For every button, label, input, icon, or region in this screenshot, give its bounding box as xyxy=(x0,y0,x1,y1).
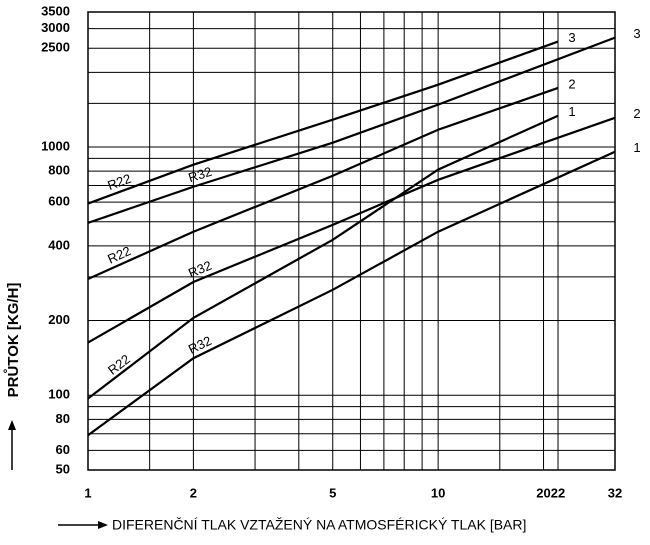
end-label: 2 xyxy=(568,76,575,91)
y-tick-label: 100 xyxy=(48,387,70,402)
y-axis-arrow xyxy=(8,420,16,470)
x-tick-label: 5 xyxy=(329,485,336,500)
curve xyxy=(87,114,559,400)
series-label: R32 xyxy=(186,333,214,357)
y-tick-label: 50 xyxy=(56,461,70,476)
series-label: R32 xyxy=(186,164,213,185)
series-label: R22 xyxy=(105,171,133,193)
plot-frame xyxy=(87,11,616,471)
x-tick-label: 10 xyxy=(431,485,445,500)
x-axis-label: DIFERENČNÍ TLAK VZTAŽENÝ NA ATMOSFÉRICKÝ… xyxy=(112,517,526,533)
series-label: R22 xyxy=(105,243,133,266)
x-tick-label: 1 xyxy=(84,485,91,500)
y-axis-label: PRŮTOK [KG/H] xyxy=(3,283,22,398)
end-label: 2 xyxy=(633,106,640,121)
y-tick-label: 3500 xyxy=(41,3,70,18)
end-label: 3 xyxy=(633,26,640,41)
x-axis-arrow xyxy=(58,521,108,529)
x-tick-label: 2 xyxy=(190,485,197,500)
y-tick-label: 800 xyxy=(48,163,70,178)
y-tick-label: 1000 xyxy=(41,138,70,153)
y-tick-label: 60 xyxy=(56,442,70,457)
curve xyxy=(87,36,616,224)
y-tick-label: 200 xyxy=(48,312,70,327)
x-tick-label: 20 xyxy=(536,485,550,500)
end-label: 1 xyxy=(568,104,575,119)
curve xyxy=(87,116,616,344)
end-label: 3 xyxy=(568,30,575,45)
curve xyxy=(87,86,559,281)
end-label: 1 xyxy=(633,140,640,155)
x-tick-label: 22 xyxy=(551,485,565,500)
x-tick-label: 32 xyxy=(608,485,622,500)
series-label: R22 xyxy=(105,351,133,377)
y-tick-label: 600 xyxy=(48,194,70,209)
y-tick-label: 3000 xyxy=(41,20,70,35)
curve xyxy=(87,150,616,437)
y-tick-label: 80 xyxy=(56,411,70,426)
y-tick-label: 2500 xyxy=(41,40,70,55)
curve xyxy=(87,40,559,205)
y-tick-label: 400 xyxy=(48,237,70,252)
